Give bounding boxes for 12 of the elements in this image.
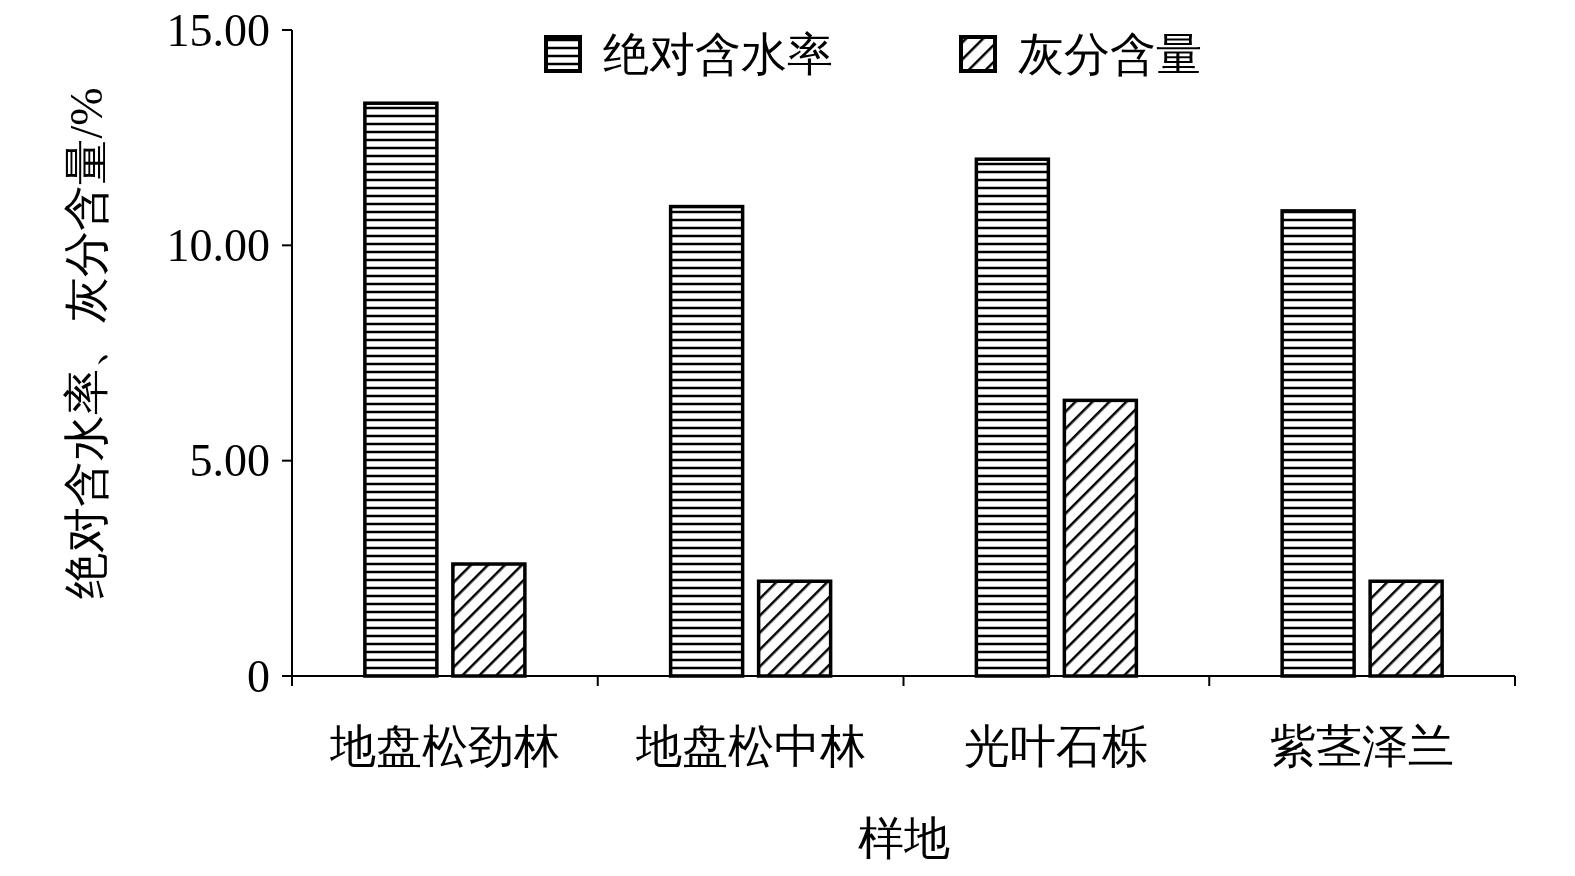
y-tick-label: 0	[247, 650, 270, 702]
y-tick-label: 5.00	[189, 435, 270, 487]
x-tick-label: 地盘松劲林	[328, 720, 560, 772]
x-tick-label: 地盘松中林	[634, 720, 866, 772]
y-axis-title: 绝对含水率、灰分含量/%	[60, 87, 112, 599]
legend-label: 灰分含量	[1018, 28, 1202, 80]
legend-label: 绝对含水率	[603, 28, 833, 80]
y-tick-label: 15.00	[166, 4, 270, 56]
x-tick-label: 光叶石栎	[964, 720, 1149, 772]
y-tick-label: 10.00	[166, 219, 270, 271]
x-axis-title: 样地	[857, 812, 950, 864]
x-tick-label: 紫茎泽兰	[1270, 720, 1455, 772]
